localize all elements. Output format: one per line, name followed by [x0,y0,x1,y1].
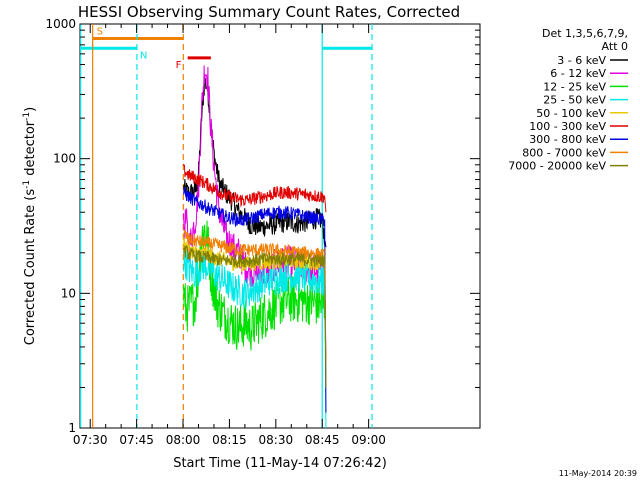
legend-entry-label: 3 - 6 keV [557,54,606,67]
x-tick-label: 08:30 [259,433,294,447]
series-line [183,220,327,364]
marker-lines [80,24,373,428]
x-tick-label: 08:15 [212,433,247,447]
legend-entry-label: 100 - 300 keV [529,120,606,133]
x-axis-label: Start Time (11-May-14 07:26:42) [173,456,387,471]
x-tick-label: 07:30 [73,433,108,447]
plot-frame [79,23,481,429]
x-tick-label: 08:45 [305,433,340,447]
legend-entry-label: 300 - 800 keV [529,133,606,146]
legend-entry-label: 800 - 7000 keV [522,146,606,159]
x-tick-label: 08:00 [166,433,201,447]
y-axis-label: Corrected Count Rate (s-1 detector-1) [22,107,38,345]
legend-entry-label: 50 - 100 keV [536,107,606,120]
series-line [183,247,327,429]
flag-label: N [140,50,147,61]
y-tick-label: 1000 [45,17,76,31]
legend-entry-label: 6 - 12 keV [550,67,606,80]
series-lines [183,65,327,429]
x-axis: 07:30 07:45 08:00 08:15 08:30 08:45 09:00 [73,24,386,447]
series-line [183,229,327,364]
legend-header: Det 1,3,5,6,7,9, [542,27,628,40]
series-line [183,163,327,213]
legend-header-att: Att 0 [602,40,628,53]
x-tick-label: 07:45 [119,433,154,447]
y-tick-label: 10 [61,286,76,300]
footer-timestamp: 11-May-2014 20:39 [559,469,637,478]
series-line [183,186,327,413]
legend-entry-label: 25 - 50 keV [543,94,606,107]
observing-flags: S N F [80,27,373,71]
series-line [183,244,327,388]
flag-label: F [176,60,182,71]
legend-entry-label: 12 - 25 keV [543,80,606,93]
y-tick-label: 100 [53,152,76,166]
flag-label: S [97,27,103,38]
legend-entry-label: 7000 - 20000 keV [508,160,606,173]
x-tick-label: 09:00 [351,433,386,447]
y-tick-label: 1 [68,421,76,435]
chart-title: HESSI Observing Summary Count Rates, Cor… [78,3,460,21]
y-axis: 1 10 100 1000 [45,17,480,435]
